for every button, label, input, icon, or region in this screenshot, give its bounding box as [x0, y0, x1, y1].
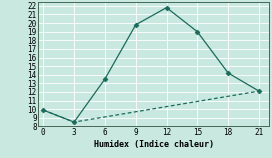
X-axis label: Humidex (Indice chaleur): Humidex (Indice chaleur) — [94, 140, 214, 149]
